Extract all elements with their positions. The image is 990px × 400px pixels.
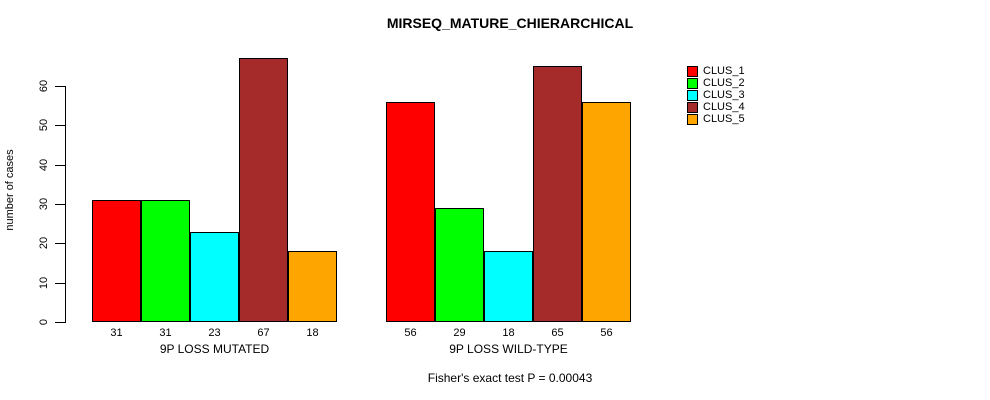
- bar-value-label: 31: [110, 327, 123, 339]
- legend-label: CLUS_1: [703, 65, 745, 77]
- y-tick-mark: [55, 125, 65, 126]
- y-axis-line: [65, 86, 66, 323]
- y-tick-mark: [55, 86, 65, 87]
- y-tick-mark: [55, 322, 65, 323]
- bar-value-label: 23: [208, 327, 221, 339]
- legend-label: CLUS_2: [703, 77, 745, 89]
- bar-clus_1-group1: [92, 200, 141, 322]
- bar-clus_2-group1: [141, 200, 190, 322]
- legend-swatch-clus_2: [687, 78, 698, 89]
- bar-value-label: 56: [600, 327, 613, 339]
- annotation-text: Fisher's exact test P = 0.00043: [427, 371, 593, 385]
- legend-swatch-clus_3: [687, 90, 698, 101]
- y-tick-label: 60: [38, 79, 50, 93]
- legend-swatch-clus_1: [687, 66, 698, 77]
- legend-swatch-clus_4: [687, 102, 698, 113]
- bar-clus_2-group2: [435, 208, 484, 322]
- y-tick-mark: [55, 204, 65, 205]
- y-tick-mark: [55, 283, 65, 284]
- bar-value-label: 18: [306, 327, 319, 339]
- bar-clus_4-group1: [239, 58, 288, 322]
- group-label-2: 9P LOSS WILD-TYPE: [449, 342, 568, 356]
- y-tick-mark: [55, 165, 65, 166]
- group-label-1: 9P LOSS MUTATED: [159, 342, 270, 356]
- y-tick-mark: [55, 243, 65, 244]
- y-tick-label: 30: [38, 197, 50, 211]
- y-tick-label: 50: [38, 118, 50, 132]
- y-tick-label: 10: [38, 276, 50, 290]
- bar-value-label: 65: [551, 327, 564, 339]
- legend-label: CLUS_3: [703, 89, 745, 101]
- legend-label: CLUS_5: [703, 113, 745, 125]
- y-tick-label: 40: [38, 158, 50, 172]
- y-axis-label: number of cases: [4, 149, 16, 231]
- bar-clus_3-group2: [484, 251, 533, 322]
- bar-clus_5-group2: [582, 102, 631, 322]
- y-tick-label: 20: [38, 236, 50, 250]
- bar-clus_4-group2: [533, 66, 582, 322]
- bar-value-label: 18: [502, 327, 515, 339]
- bar-value-label: 56: [404, 327, 417, 339]
- legend-label: CLUS_4: [703, 101, 745, 113]
- bar-clus_1-group2: [386, 102, 435, 322]
- legend-swatch-clus_5: [687, 114, 698, 125]
- y-tick-label: 0: [38, 318, 50, 326]
- bar-value-label: 31: [159, 327, 172, 339]
- bar-value-label: 67: [257, 327, 270, 339]
- chart-title: MIRSEQ_MATURE_CHIERARCHICAL: [386, 15, 634, 31]
- bar-clus_3-group1: [190, 232, 239, 322]
- bar-value-label: 29: [453, 327, 466, 339]
- bar-clus_5-group1: [288, 251, 337, 322]
